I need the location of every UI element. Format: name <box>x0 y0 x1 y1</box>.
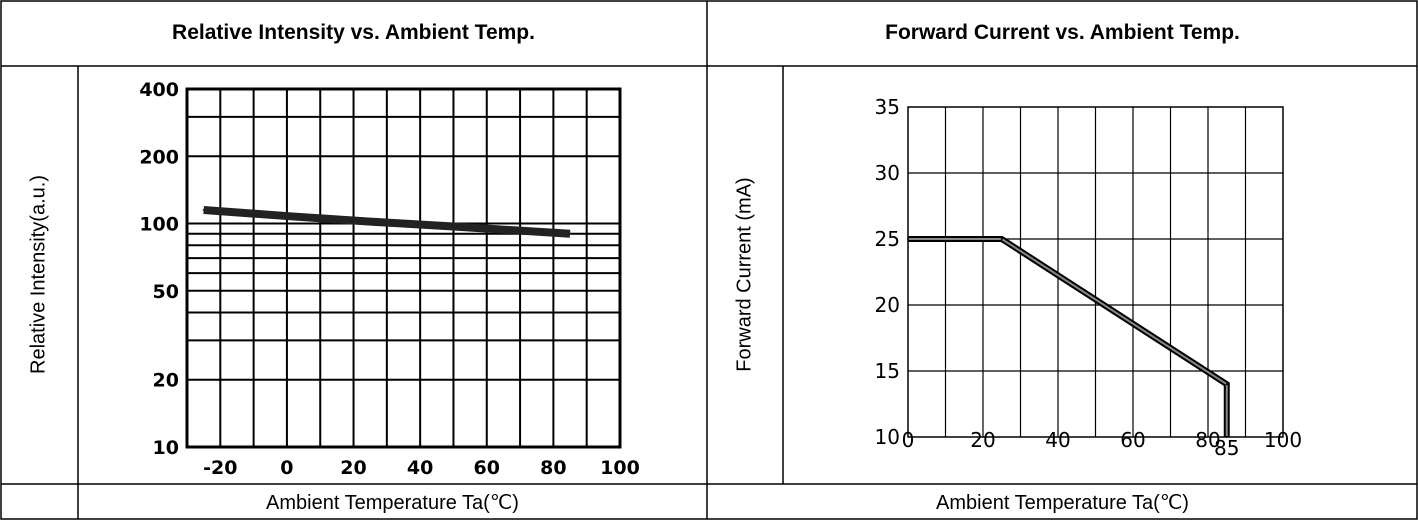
y-tick-label: 25 <box>875 227 900 251</box>
x-tick-label: 60 <box>474 457 500 479</box>
data-point <box>569 232 572 235</box>
left-x-axis-label: Ambient Temperature Ta(℃) <box>266 491 519 514</box>
y-tick-label: 100 <box>139 214 179 236</box>
y-tick-label: 35 <box>875 95 900 119</box>
x-tick-label: 80 <box>540 457 566 479</box>
plot-frame <box>907 106 1284 438</box>
x-tick-label: 100 <box>1264 428 1302 452</box>
x-tick-label-85: 85 <box>1214 436 1239 460</box>
x-tick-label: 20 <box>970 428 995 452</box>
x-tick-label: 20 <box>340 457 366 479</box>
x-tick-label: 0 <box>280 457 293 479</box>
left-chart-title: Relative Intensity vs. Ambient Temp. <box>172 21 535 44</box>
plot-frame <box>185 87 622 449</box>
x-tick-label: 80 <box>1195 428 1220 452</box>
y-tick-label: 30 <box>875 161 900 185</box>
y-tick-label: 10 <box>875 425 900 449</box>
data-point <box>285 215 288 218</box>
series-line <box>908 238 1228 437</box>
data-point <box>1225 383 1228 386</box>
y-tick-label: 15 <box>875 359 900 383</box>
y-tick-label: 50 <box>153 281 179 303</box>
y-tick-label: 20 <box>153 370 179 392</box>
data-point <box>1000 238 1003 240</box>
series-line-outline <box>908 236 1230 437</box>
x-tick-label: 60 <box>1120 428 1145 452</box>
x-tick-label: 100 <box>600 457 640 479</box>
y-tick-label: 20 <box>875 293 900 317</box>
data-point <box>1225 436 1228 438</box>
right-chart-title: Forward Current vs. Ambient Temp. <box>885 21 1240 44</box>
data-point <box>369 220 372 223</box>
data-point <box>202 208 205 211</box>
x-tick-label: 40 <box>1045 428 1070 452</box>
y-tick-label: 400 <box>139 79 179 101</box>
data-point <box>452 225 455 228</box>
x-tick-label: -20 <box>203 457 237 479</box>
data-point <box>907 238 909 240</box>
right-x-axis-label: Ambient Temperature Ta(℃) <box>936 491 1189 514</box>
x-tick-label: 40 <box>407 457 433 479</box>
y-tick-label: 200 <box>139 146 179 168</box>
y-tick-label: 10 <box>153 437 179 459</box>
x-tick-label: 0 <box>902 428 915 452</box>
